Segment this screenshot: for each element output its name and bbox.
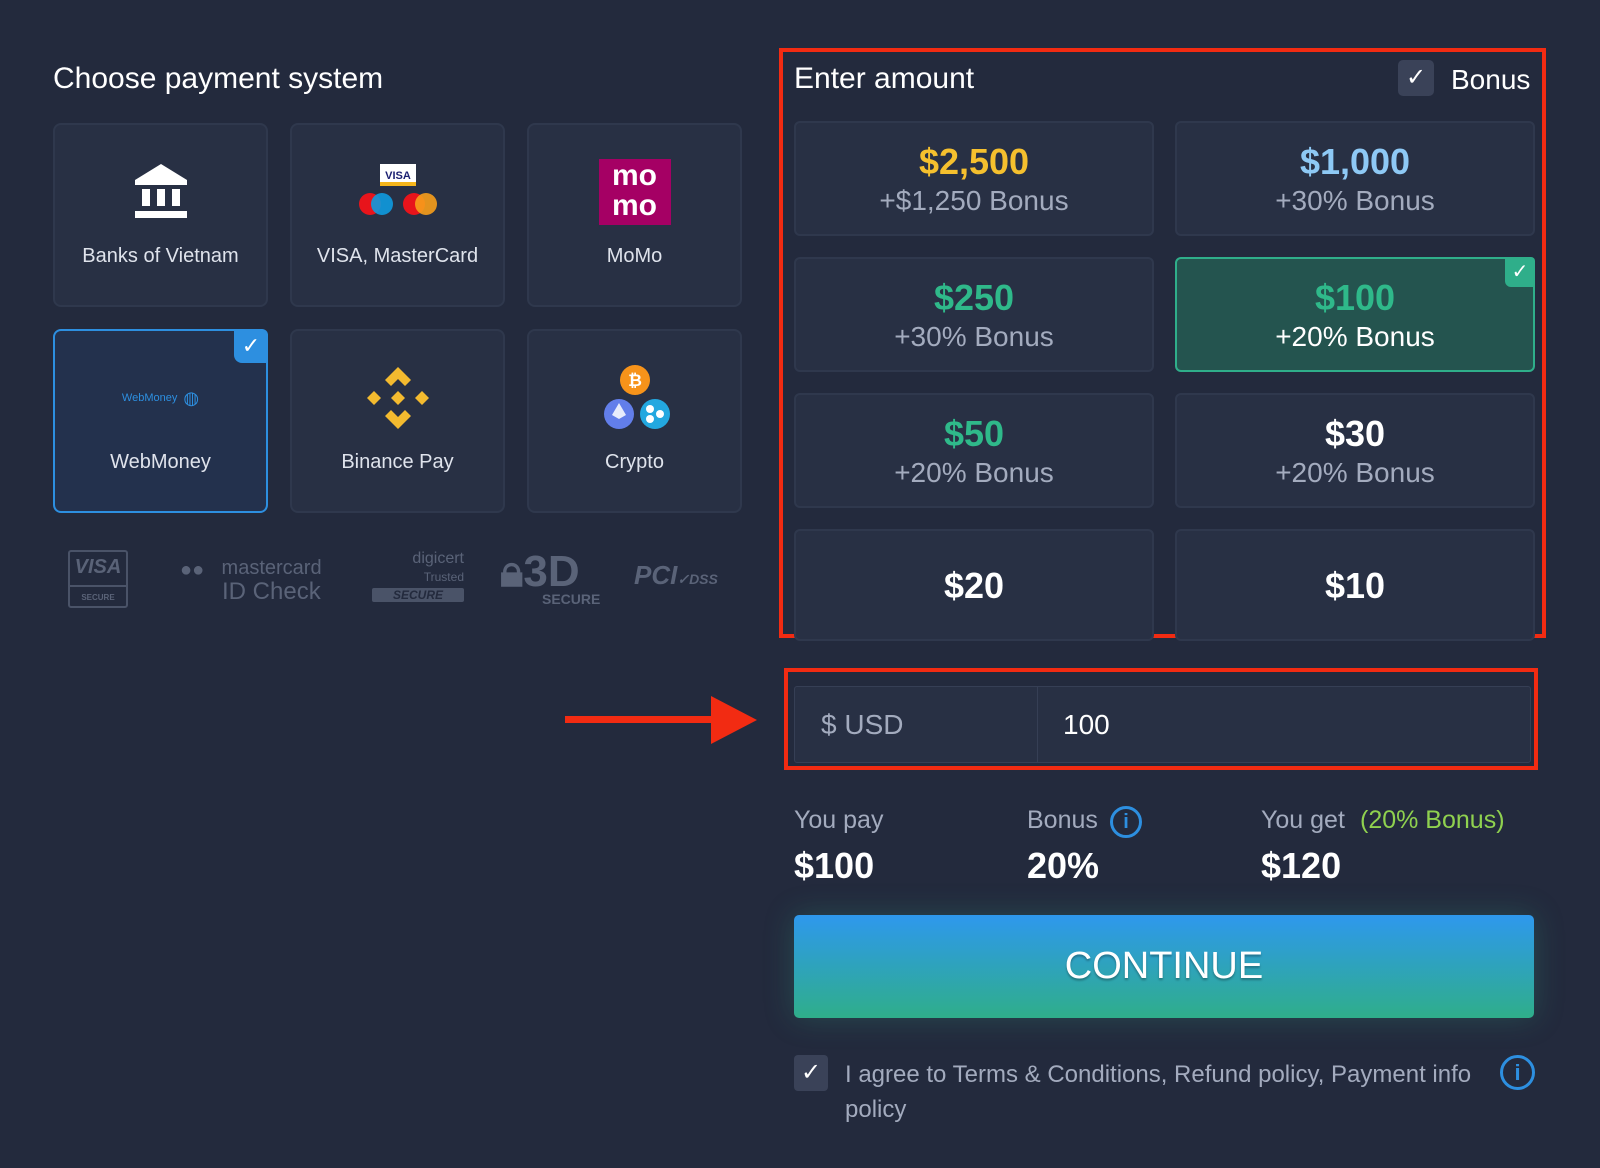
method-label: MoMo: [606, 245, 663, 267]
method-label: Banks of Vietnam: [82, 245, 239, 267]
terms-info-icon[interactable]: i: [1500, 1055, 1535, 1090]
highlight-box: [784, 668, 1538, 770]
method-label: Crypto: [605, 451, 664, 473]
amount-option[interactable]: $20: [794, 529, 1154, 641]
amount-value: $20: [943, 565, 1005, 606]
amount-input-group: $ USD: [794, 686, 1531, 763]
currency-label: $ USD: [795, 687, 1038, 762]
pci-dss-logo: PCI✓DSS: [634, 560, 718, 590]
agree-text[interactable]: I agree to Terms & Conditions, Refund po…: [845, 1061, 1472, 1123]
amount-bonus: +20% Bonus: [1275, 457, 1435, 488]
3d-secure-logo: 🔒︎3D SECURE: [500, 547, 601, 607]
method-crypto[interactable]: ₿ Crypto: [527, 329, 742, 513]
digicert-logo: digicert Trusted SECURE: [372, 550, 464, 602]
amount-value: $250: [933, 277, 1015, 318]
you-get-bonus-note: (20% Bonus): [1360, 806, 1505, 834]
amount-value: $30: [1324, 413, 1386, 454]
visa-mastercard-icon: VISA: [292, 157, 503, 227]
amount-value: $50: [943, 413, 1005, 454]
amount-bonus: +30% Bonus: [894, 321, 1054, 352]
you-get-value: $120: [1261, 845, 1342, 886]
amount-value: $2,500: [918, 141, 1030, 182]
method-label: VISA, MasterCard: [316, 245, 479, 267]
method-banks-of-vietnam[interactable]: Banks of Vietnam: [53, 123, 268, 307]
method-binance-pay[interactable]: Binance Pay: [290, 329, 505, 513]
highlight-box: [779, 48, 1546, 638]
payment-system-title: Choose payment system: [53, 62, 384, 95]
agree-checkbox[interactable]: ✓: [794, 1055, 828, 1091]
amount-value: $10: [1324, 565, 1386, 606]
amount-option[interactable]: $2,500 +$1,250 Bonus: [794, 121, 1154, 236]
you-get-label: You get: [1261, 806, 1345, 834]
mastercard-id-check-logo: ●● mastercard ID Check: [180, 557, 322, 605]
arrow-pointer: [565, 696, 757, 744]
bonus-label: Bonus: [1451, 64, 1531, 95]
svg-text:VISA: VISA: [385, 170, 411, 182]
momo-icon: mo mo: [529, 157, 740, 227]
method-webmoney[interactable]: ✓ WebMoney ◍ WebMoney: [53, 329, 268, 513]
visa-secure-logo: VISA SECURE: [68, 550, 128, 608]
amount-option[interactable]: $10: [1175, 529, 1535, 641]
amount-option[interactable]: $30 +20% Bonus: [1175, 393, 1535, 508]
svg-text:₿: ₿: [628, 371, 642, 390]
bank-icon: [55, 157, 266, 227]
amount-bonus: +20% Bonus: [1275, 321, 1435, 352]
amount-input[interactable]: [1039, 687, 1529, 762]
amount-option[interactable]: $1,000 +30% Bonus: [1175, 121, 1535, 236]
bonus-checkbox[interactable]: ✓: [1398, 60, 1434, 96]
amount-option[interactable]: $50 +20% Bonus: [794, 393, 1154, 508]
continue-button[interactable]: CONTINUE: [794, 915, 1534, 1018]
binance-icon: [292, 363, 503, 433]
amount-value: $100: [1314, 277, 1396, 318]
webmoney-icon: WebMoney ◍: [121, 387, 200, 408]
bonus-summary-value: 20%: [1027, 845, 1100, 886]
method-label: WebMoney: [110, 451, 211, 473]
you-pay-label: You pay: [794, 806, 884, 834]
selected-check-icon: ✓: [234, 329, 268, 363]
method-visa-mastercard[interactable]: VISA VISA, MasterCard: [290, 123, 505, 307]
bonus-summary-label: Bonus: [1027, 806, 1098, 834]
you-pay-value: $100: [794, 845, 875, 886]
amount-value: $1,000: [1299, 141, 1411, 182]
amount-option[interactable]: ✓ $100 +20% Bonus: [1175, 257, 1535, 372]
amount-bonus: +30% Bonus: [1275, 185, 1435, 216]
enter-amount-title: Enter amount: [794, 62, 975, 95]
info-icon[interactable]: i: [1110, 806, 1142, 838]
amount-bonus: +20% Bonus: [894, 457, 1054, 488]
method-label: Binance Pay: [341, 451, 454, 473]
amount-option[interactable]: $250 +30% Bonus: [794, 257, 1154, 372]
method-momo[interactable]: mo mo MoMo: [527, 123, 742, 307]
selected-check-icon: ✓: [1505, 257, 1535, 287]
crypto-icon: ₿: [529, 363, 740, 433]
amount-bonus: +$1,250 Bonus: [879, 185, 1069, 216]
